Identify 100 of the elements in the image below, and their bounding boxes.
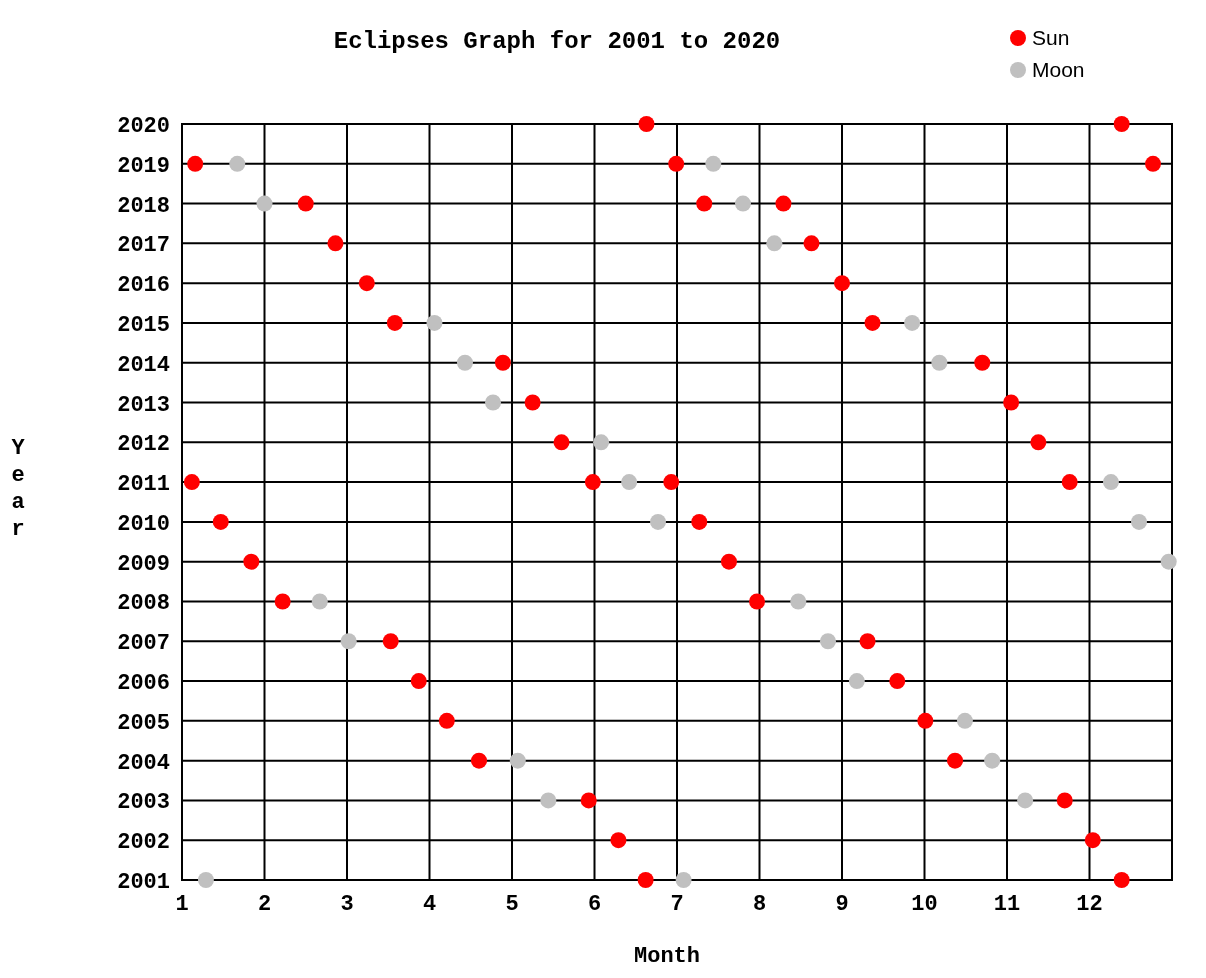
y-tick-label: 2005	[117, 710, 170, 736]
x-tick-label: 2	[257, 892, 272, 917]
x-tick-label: 8	[752, 892, 767, 917]
point	[931, 354, 948, 371]
point	[1061, 474, 1078, 491]
x-tick-label: 12	[1076, 892, 1103, 917]
y-tick-label: 2006	[117, 671, 170, 697]
point	[524, 394, 541, 411]
point	[675, 872, 692, 888]
point	[183, 474, 200, 491]
point	[256, 195, 273, 212]
point	[819, 633, 836, 650]
point	[509, 752, 526, 769]
point	[410, 673, 427, 690]
point	[438, 712, 455, 729]
point	[1113, 116, 1130, 132]
point	[553, 434, 570, 451]
point	[212, 513, 229, 530]
point	[864, 314, 881, 331]
point	[1056, 792, 1073, 809]
y-tick-label: 2003	[117, 790, 170, 816]
point	[274, 593, 291, 610]
point	[766, 235, 783, 252]
point	[621, 474, 638, 491]
y-tick-label: 2018	[117, 193, 170, 219]
point	[327, 235, 344, 252]
point	[696, 195, 713, 212]
point	[735, 195, 751, 212]
point	[775, 195, 792, 212]
point	[947, 752, 964, 769]
point	[610, 832, 627, 849]
point	[593, 434, 610, 451]
point	[580, 792, 597, 809]
y-tick-label: 2002	[117, 830, 170, 856]
point	[638, 116, 655, 132]
point	[471, 752, 487, 769]
point	[984, 752, 1001, 769]
y-tick-label: 2013	[117, 392, 170, 418]
point	[187, 155, 204, 172]
point	[720, 553, 737, 570]
x-tick-label: 10	[911, 892, 938, 917]
legend-label: Moon	[1032, 58, 1085, 81]
point	[691, 513, 708, 530]
point	[1017, 792, 1034, 809]
point	[974, 354, 991, 371]
x-tick-label: 6	[587, 892, 602, 917]
point	[1113, 872, 1130, 888]
point	[956, 712, 973, 729]
point	[386, 314, 403, 331]
x-tick-label: 7	[670, 892, 684, 917]
point	[668, 155, 685, 172]
y-tick-label: 2017	[117, 233, 170, 259]
point	[340, 633, 357, 650]
x-tick-label: 1	[175, 892, 189, 917]
x-tick-label: 5	[505, 892, 519, 917]
point	[749, 593, 766, 610]
point	[1160, 553, 1177, 570]
y-tick-label: 2004	[117, 750, 170, 776]
point	[456, 354, 473, 371]
point	[485, 394, 502, 411]
point	[889, 673, 906, 690]
point	[650, 513, 667, 530]
point	[1030, 434, 1047, 451]
point	[834, 275, 850, 292]
point	[540, 792, 557, 809]
y-tick-label: 2015	[117, 312, 170, 338]
y-tick-label: 2010	[117, 511, 170, 537]
y-axis-title: Year	[11, 436, 26, 542]
point	[1145, 155, 1162, 172]
x-axis-title: Month	[633, 944, 701, 969]
point	[803, 235, 820, 252]
y-tick-label: 2019	[117, 153, 170, 179]
point	[358, 275, 375, 292]
point	[382, 633, 399, 650]
point	[904, 314, 921, 331]
y-tick-label: 2011	[117, 472, 170, 498]
point	[297, 195, 314, 212]
point	[243, 553, 260, 570]
y-tick-label: 2009	[117, 551, 170, 577]
chart-title: Eclipses Graph for 2001 to 2020	[333, 28, 781, 55]
point	[1084, 832, 1101, 849]
point	[790, 593, 807, 610]
point	[584, 474, 601, 491]
point	[705, 155, 722, 172]
point	[1003, 394, 1020, 411]
y-tick-label: 2014	[117, 352, 170, 378]
point	[859, 633, 876, 650]
point	[229, 155, 246, 172]
point	[848, 673, 865, 690]
x-tick-label: 11	[993, 892, 1021, 917]
y-tick-label: 2020	[117, 114, 170, 139]
point	[1131, 513, 1147, 530]
legend-label: Sun	[1032, 26, 1070, 49]
y-tick-label: 2007	[117, 631, 170, 657]
point	[663, 474, 680, 491]
point	[1102, 474, 1119, 491]
point	[197, 872, 214, 888]
point	[917, 712, 934, 729]
point	[426, 314, 443, 331]
x-tick-label: 9	[835, 892, 849, 917]
